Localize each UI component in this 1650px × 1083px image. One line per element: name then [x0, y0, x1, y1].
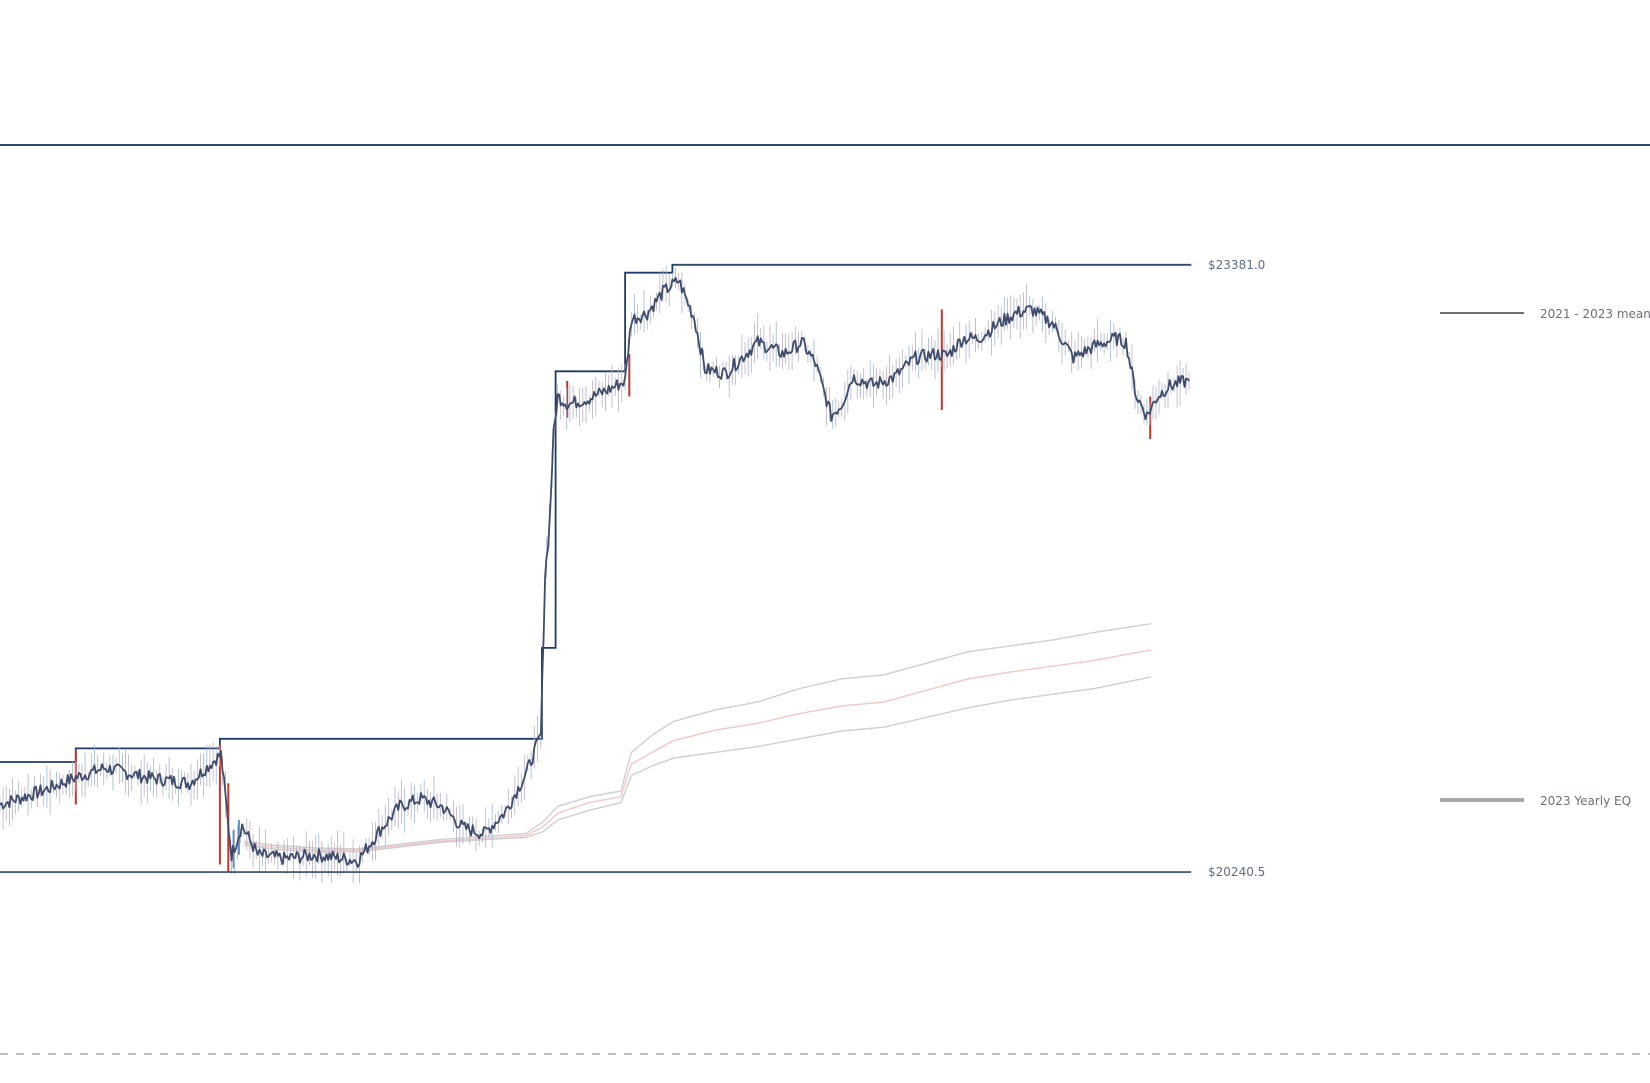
highlighted-wicks	[74, 309, 1152, 873]
step-line-path	[0, 263, 1192, 763]
running-high-step-line	[0, 263, 1192, 763]
legend-label-yearly-eq: 2023 Yearly EQ	[1540, 794, 1631, 808]
band-upper-line	[244, 623, 1152, 850]
legend: 2021 - 2023 mean 2023 Yearly EQ	[1440, 307, 1650, 808]
price-line	[0, 276, 1190, 868]
band-lower-line	[244, 676, 1152, 853]
range-low-label: $20240.5	[1208, 865, 1265, 879]
legend-label-mean: 2021 - 2023 mean	[1540, 307, 1650, 321]
price-series	[0, 265, 1190, 884]
range-high-label: $23381.0	[1208, 258, 1265, 272]
band-mid-line	[244, 649, 1152, 852]
equilibrium-bands	[244, 623, 1152, 853]
